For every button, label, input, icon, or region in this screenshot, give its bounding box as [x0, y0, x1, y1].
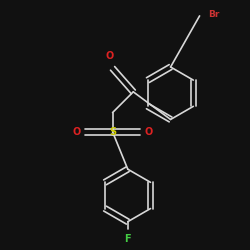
Text: O: O [144, 127, 152, 137]
Text: O: O [106, 52, 114, 62]
Text: S: S [109, 127, 116, 137]
Text: F: F [124, 234, 131, 244]
Text: O: O [72, 127, 81, 137]
Text: Br: Br [208, 10, 219, 19]
